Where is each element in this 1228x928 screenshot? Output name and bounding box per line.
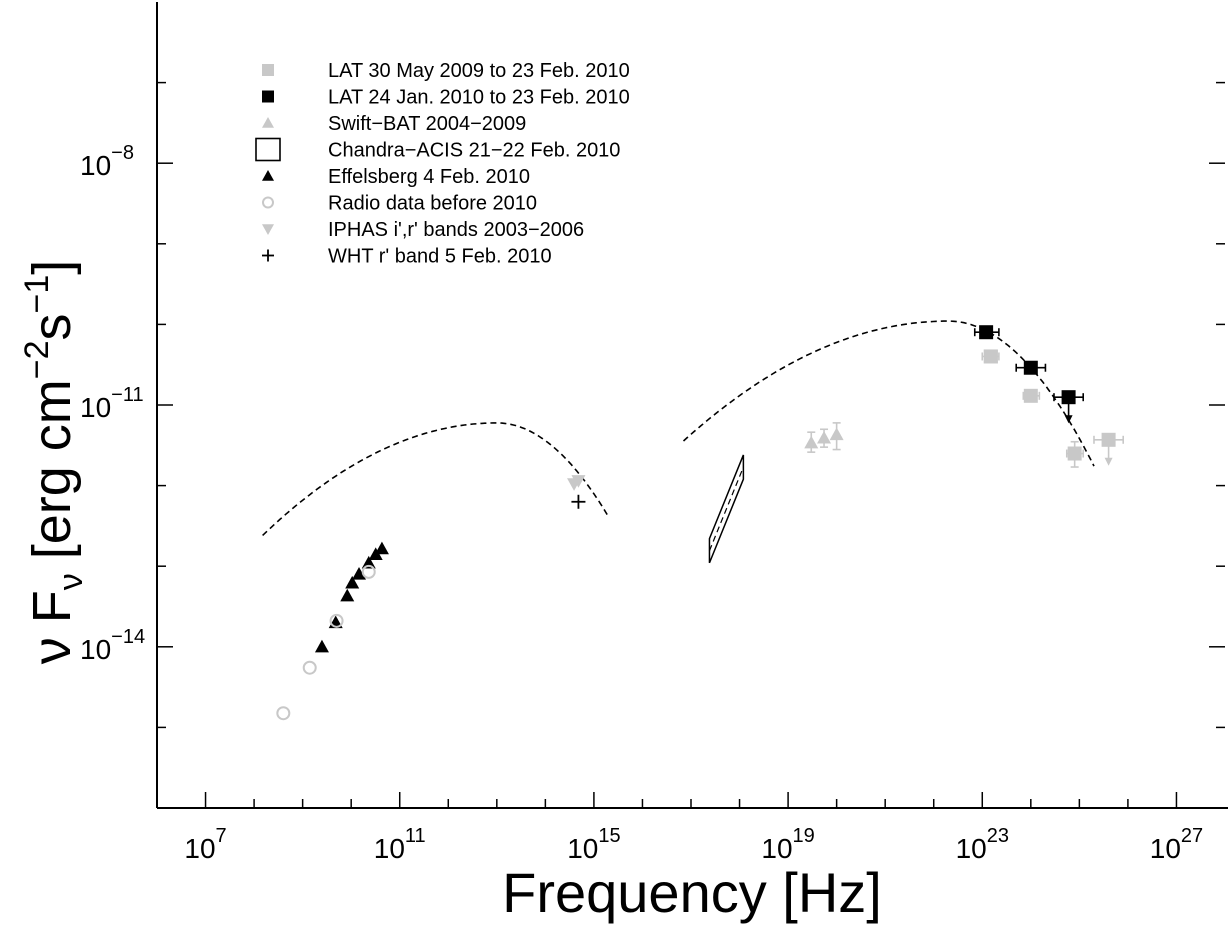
series-5-point xyxy=(361,564,376,579)
legend-marker-7 xyxy=(262,249,274,262)
series-1-point-ul-arrow xyxy=(1064,415,1073,424)
legend-marker-0 xyxy=(262,64,274,76)
x-tick-label-mantissa: 10 xyxy=(184,833,215,864)
y-axis-title-s: s xyxy=(22,313,82,340)
y-tick-label: 10−11 xyxy=(80,384,144,423)
chandra-bowtie xyxy=(708,454,745,564)
series-7-point xyxy=(571,494,586,509)
series-1-point xyxy=(979,325,994,340)
x-axis-title: Frequency [Hz] xyxy=(502,861,882,924)
series-5-point xyxy=(302,660,317,675)
series-4-point xyxy=(361,555,376,569)
legend-label-4: Effelsberg 4 Feb. 2010 xyxy=(328,166,530,188)
series-1-point xyxy=(1061,390,1076,405)
x-tick-label-exponent: 27 xyxy=(1181,825,1203,847)
series-4-point xyxy=(314,639,329,653)
y-axis-title-sub: ν xyxy=(52,573,90,590)
x-tick-label: 1023 xyxy=(956,825,1009,864)
x-tick-label: 107 xyxy=(184,825,226,864)
x-tick-label-exponent: 23 xyxy=(987,825,1009,847)
synchrotron-model-curve xyxy=(262,422,610,536)
series-0-point xyxy=(1101,432,1116,447)
y-axis-title-unit: [erg cm xyxy=(22,379,82,559)
x-tick-label: 1027 xyxy=(1150,825,1203,864)
legend-marker-4 xyxy=(262,170,274,181)
y-axis-title-f: F xyxy=(22,590,82,623)
series-4-point xyxy=(352,567,367,580)
x-tick-label: 1015 xyxy=(567,825,620,864)
legend-label-7: WHT r' band 5 Feb. 2010 xyxy=(328,246,552,268)
x-tick-label-mantissa: 10 xyxy=(956,833,987,864)
x-tick-label-exponent: 7 xyxy=(216,825,227,847)
x-tick-label: 1011 xyxy=(374,825,426,864)
y-tick-label-mantissa: 10 xyxy=(80,392,111,423)
y-axis-title-nu: ν xyxy=(22,637,82,664)
y-tick-label-exponent: −11 xyxy=(111,384,143,406)
series-1-point xyxy=(1023,360,1038,375)
legend-marker-6 xyxy=(262,224,274,235)
legend-marker-5 xyxy=(262,196,274,209)
y-tick-label: 10−14 xyxy=(80,626,145,665)
legend-label-3: Chandra−ACIS 21−22 Feb. 2010 xyxy=(328,140,620,162)
y-axis-title-exp2: −1 xyxy=(18,275,56,314)
series-2-point xyxy=(829,427,844,441)
chandra-bestfit xyxy=(708,466,744,551)
series-0-point-ul-arrow xyxy=(1104,457,1113,466)
legend-label-0: LAT 30 May 2009 to 23 Feb. 2010 xyxy=(328,60,630,82)
legend-label-6: IPHAS i',r' bands 2003−2006 xyxy=(328,219,584,241)
y-tick-label: 10−8 xyxy=(80,142,134,181)
y-tick-label-exponent: −14 xyxy=(111,626,145,648)
x-tick-label-mantissa: 10 xyxy=(1150,833,1181,864)
legend-label-2: Swift−BAT 2004−2009 xyxy=(328,113,526,135)
legend-label-5: Radio data before 2010 xyxy=(328,193,537,215)
series-0-point xyxy=(983,349,998,364)
x-tick-label-exponent: 19 xyxy=(793,825,815,847)
series-2-point xyxy=(817,430,832,444)
x-tick-label: 1019 xyxy=(761,825,814,864)
axes xyxy=(156,2,1228,809)
legend-label-1: LAT 24 Jan. 2010 to 23 Feb. 2010 xyxy=(328,87,630,109)
series-6-point xyxy=(571,475,586,488)
series-0-point xyxy=(1023,388,1038,403)
y-axis-title-exp1: −2 xyxy=(18,340,56,379)
legend-marker-1 xyxy=(262,90,274,103)
y-tick-label-exponent: −8 xyxy=(111,142,134,164)
legend-marker-2 xyxy=(262,117,274,128)
series-2-point xyxy=(804,435,819,449)
y-tick-label-mantissa: 10 xyxy=(80,150,111,181)
x-tick-label-mantissa: 10 xyxy=(761,833,792,864)
x-tick-label-exponent: 15 xyxy=(598,825,620,847)
series-4-point xyxy=(374,541,389,555)
chandra-bowtie-group xyxy=(708,454,745,564)
series-5-point xyxy=(329,613,344,628)
model-curves xyxy=(262,320,1095,536)
legend-marker-3 xyxy=(255,137,281,162)
y-axis-title: νFν [erg cm−2s−1] xyxy=(18,260,90,665)
legend: LAT 30 May 2009 to 23 Feb. 2010 LAT 24 Ja… xyxy=(255,60,630,268)
x-tick-label-exponent: 11 xyxy=(405,825,426,847)
x-tick-labels: 107 1011 1015 1019 1023 1027 xyxy=(184,825,1203,864)
y-tick-label-mantissa: 10 xyxy=(80,634,111,665)
series-5-point xyxy=(276,706,291,721)
y-axis-title-close: ] xyxy=(22,260,82,275)
data-points xyxy=(276,325,1125,721)
series-4-point xyxy=(345,575,360,589)
x-tick-label-mantissa: 10 xyxy=(567,833,598,864)
x-tick-label-mantissa: 10 xyxy=(374,833,405,864)
series-0-point xyxy=(1067,446,1082,461)
series-4-point xyxy=(340,588,355,602)
